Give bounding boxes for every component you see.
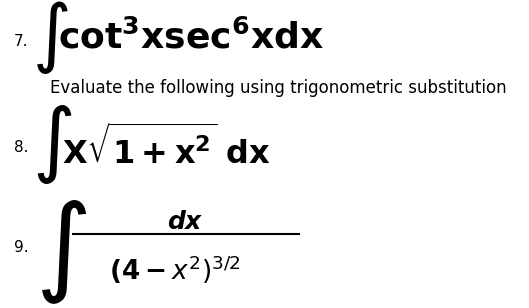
Text: $\int$: $\int$	[32, 0, 69, 76]
Text: Evaluate the following using trigonometric substitution: Evaluate the following using trigonometr…	[50, 79, 507, 97]
Text: 9.: 9.	[14, 241, 29, 256]
Text: $\mathbf{cot^3xsec^6xdx}$: $\mathbf{cot^3xsec^6xdx}$	[58, 19, 324, 55]
Text: 7.: 7.	[14, 34, 29, 50]
Text: $\mathbf{X\sqrt{1 + x^2}\ dx}$: $\mathbf{X\sqrt{1 + x^2}\ dx}$	[62, 125, 271, 171]
Text: $\int$: $\int$	[35, 198, 87, 306]
Text: 8.: 8.	[14, 140, 29, 156]
Text: $\int$: $\int$	[32, 104, 72, 186]
Text: $\boldsymbol{dx}$: $\boldsymbol{dx}$	[167, 210, 203, 234]
Text: $\boldsymbol{(4-x^2)^{3/2}}$: $\boldsymbol{(4-x^2)^{3/2}}$	[109, 254, 241, 286]
